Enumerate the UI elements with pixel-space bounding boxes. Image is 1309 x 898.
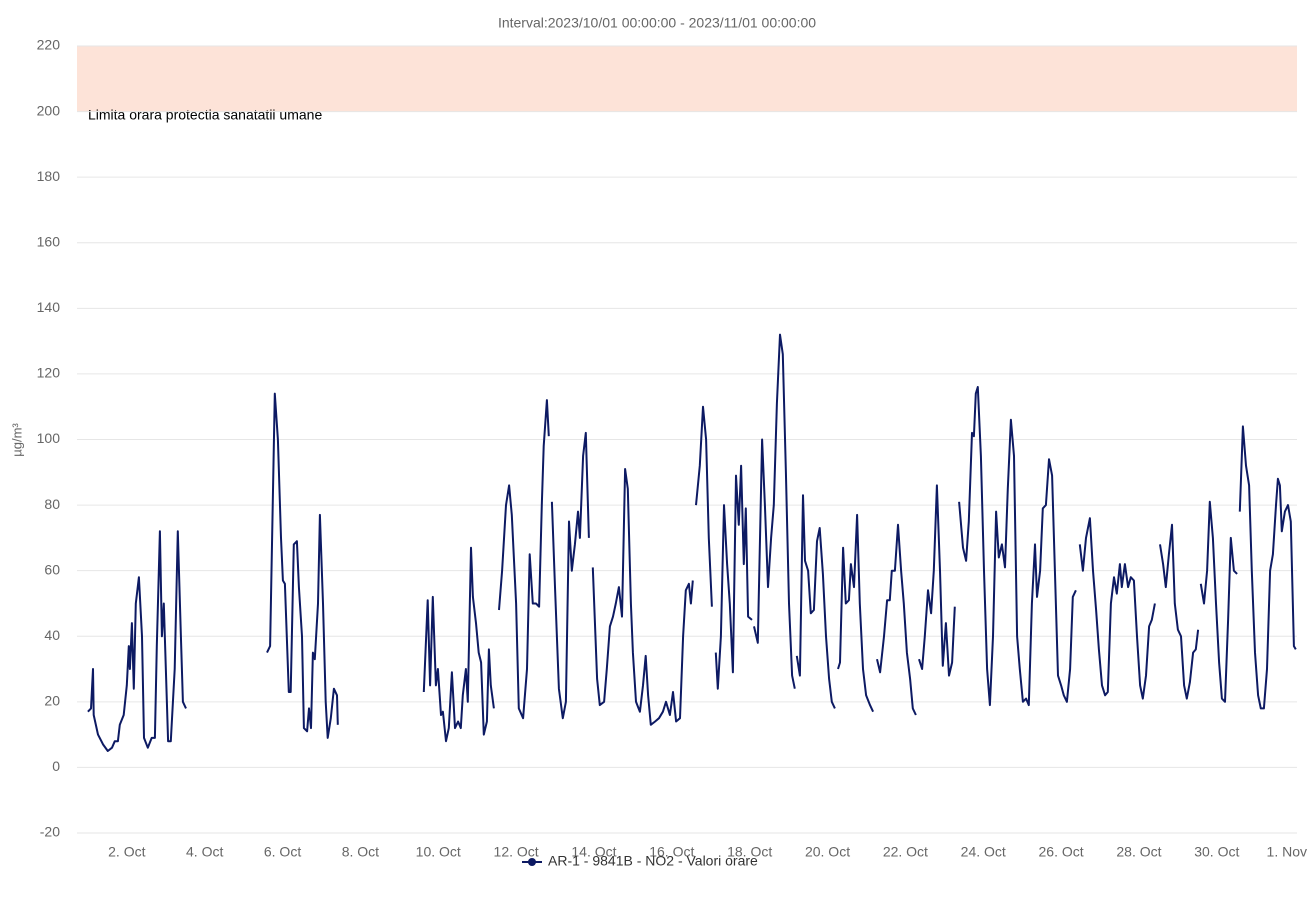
x-tick-label: 12. Oct bbox=[494, 844, 539, 860]
y-tick-label: 80 bbox=[44, 496, 60, 512]
grid-layer: -20 0 20 40 60 80 100 120 140 160 180 200 220 2. Oct 4… bbox=[37, 37, 1307, 860]
x-tick-label: 22. Oct bbox=[883, 844, 928, 860]
x-tick-label: 1. Nov bbox=[1267, 844, 1307, 860]
y-tick-label: 160 bbox=[37, 233, 61, 249]
y-tick-label: 100 bbox=[37, 430, 61, 446]
x-tick-label: 2. Oct bbox=[108, 844, 145, 860]
x-tick-label: 30. Oct bbox=[1194, 844, 1239, 860]
plot-band-label: Limita orara protectia sanatatii umane bbox=[88, 106, 322, 122]
x-tick-label: 28. Oct bbox=[1116, 844, 1161, 860]
y-tick-label: 200 bbox=[37, 102, 61, 118]
legend-symbol-marker bbox=[528, 858, 536, 866]
x-tick-label: 6. Oct bbox=[264, 844, 301, 860]
x-tick-label: 20. Oct bbox=[805, 844, 850, 860]
y-tick-label: 120 bbox=[37, 365, 61, 381]
chart-subtitle: Interval:2023/10/01 00:00:00 - 2023/11/0… bbox=[498, 15, 816, 31]
y-tick-label: 60 bbox=[44, 561, 60, 577]
y-tick-label: 20 bbox=[44, 693, 60, 709]
y-tick-label: 40 bbox=[44, 627, 60, 643]
x-tick-label: 4. Oct bbox=[186, 844, 223, 860]
series-line bbox=[87, 333, 1297, 752]
y-tick-label: 180 bbox=[37, 168, 61, 184]
y-tick-label: 220 bbox=[37, 37, 61, 53]
x-tick-label: 8. Oct bbox=[342, 844, 379, 860]
x-tick-label: 16. Oct bbox=[649, 844, 694, 860]
x-tick-label: 10. Oct bbox=[416, 844, 461, 860]
y-tick-label: 0 bbox=[52, 758, 60, 774]
marks-layer bbox=[87, 333, 1297, 752]
legend-label: AR-1 - 9841B - NO2 - Valori orare bbox=[548, 853, 758, 869]
y-tick-label: -20 bbox=[40, 824, 60, 840]
x-tick-label: 26. Oct bbox=[1039, 844, 1084, 860]
x-tick-label: 18. Oct bbox=[727, 844, 772, 860]
y-tick-label: 140 bbox=[37, 299, 61, 315]
plot-band bbox=[77, 46, 1297, 112]
y-axis-label: µg/m³ bbox=[9, 423, 24, 457]
band-layer: Limita orara protectia sanatatii umane bbox=[77, 46, 1297, 122]
x-tick-label: 24. Oct bbox=[961, 844, 1006, 860]
x-tick-label: 14. Oct bbox=[571, 844, 616, 860]
